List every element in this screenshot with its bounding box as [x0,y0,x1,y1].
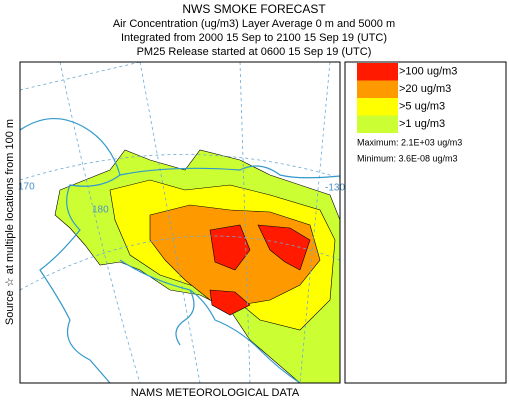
legend-swatch [357,115,398,133]
legend: Maximum: 2.1E+03 ug/m3 Minimum: 3.6E-08 … [344,61,507,384]
map: 170 180 -130 [18,61,345,384]
legend-swatch [357,63,398,81]
graticule-label: -130 [325,183,345,194]
subtitle: PM25 Release started at 0600 15 Sep 19 (… [137,46,372,58]
legend-frame [344,61,507,384]
subtitle: Integrated from 2000 15 Sep to 2100 15 S… [121,32,387,44]
legend-swatch [357,98,398,116]
graticule-label: 170 [18,182,35,193]
legend-label: >5 ug/m3 [399,101,445,113]
smoke-very-high [209,224,311,316]
legend-label: >1 ug/m3 [399,118,445,130]
minimum: Minimum: 3.6E-08 ug/m3 [357,153,458,163]
map-frame [19,61,341,384]
footer: NAMS METEOROLOGICAL DATA [131,387,300,399]
title: NWS SMOKE FORECAST [182,2,326,16]
legend-label: >100 ug/m3 [399,66,457,78]
legend-label: >20 ug/m3 [399,83,451,95]
maximum: Maximum: 2.1E+03 ug/m3 [357,137,462,147]
subtitle: Air Concentration (ug/m3) Layer Average … [113,18,395,30]
graticule-label: 180 [92,205,109,216]
legend-swatch [357,80,398,98]
side-label: Source ☆ at multiple locations from 100 … [4,119,16,325]
